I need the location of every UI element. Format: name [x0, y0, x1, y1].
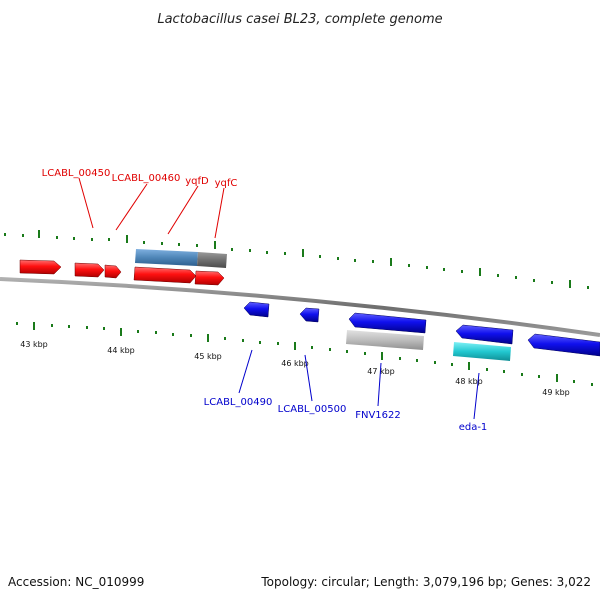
axis-label-44kbp: 44 kbp: [107, 346, 135, 355]
gene-yqfD-small-arrow[interactable]: [104, 264, 122, 279]
axis-label-46kbp: 46 kbp: [281, 359, 309, 368]
gene-label-yqfC[interactable]: yqfC: [215, 178, 238, 189]
reverse-tick-track: [16, 322, 593, 386]
reverse-genes: [243, 301, 600, 357]
gene-FNV1622-arrow[interactable]: [348, 312, 427, 334]
gene-label-LCABL_00450[interactable]: LCABL_00450: [42, 168, 111, 179]
genome-backbone: [0, 277, 600, 337]
gene-label-eda-1[interactable]: eda-1: [459, 422, 488, 433]
gene-label-LCABL_00500[interactable]: LCABL_00500: [278, 404, 347, 415]
gene-LCABL_00450-arrow[interactable]: [19, 259, 62, 275]
gene-label-LCABL_00460[interactable]: LCABL_00460: [112, 173, 181, 184]
topology-text: Topology: circular; Length: 3,079,196 bp…: [260, 575, 591, 589]
gene-LCABL_00460-arrow[interactable]: [74, 262, 105, 278]
gene-label-yqfD[interactable]: yqfD: [185, 176, 209, 187]
reverse-callout-lines: [238, 349, 480, 420]
forward-callout-lines: [78, 177, 225, 239]
gene-LCABL_00490-arrow[interactable]: [243, 301, 270, 318]
feature-block-lightgrey[interactable]: [346, 330, 424, 350]
axis-label-49kbp: 49 kbp: [542, 388, 570, 397]
feature-block-cyan[interactable]: [453, 342, 511, 361]
gene-label-LCABL_00490[interactable]: LCABL_00490: [204, 397, 273, 408]
feature-block-grey[interactable]: [197, 252, 227, 268]
axis-label-48kbp: 48 kbp: [455, 377, 483, 386]
gene-yqfD-arrow[interactable]: [133, 266, 197, 284]
map-title: Lactobacillus casei BL23, complete genom…: [157, 12, 442, 27]
gene-eda-1-arrow[interactable]: [455, 324, 514, 345]
gene-next-arrow[interactable]: [527, 333, 600, 357]
feature-block-steelblue[interactable]: [135, 249, 198, 266]
axis-label-47kbp: 47 kbp: [367, 367, 395, 376]
axis-label-43kbp: 43 kbp: [20, 340, 48, 349]
forward-genes: [19, 259, 225, 286]
gene-LCABL_00500-arrow[interactable]: [299, 307, 320, 323]
gene-label-FNV1622[interactable]: FNV1622: [355, 410, 401, 421]
forward-tick-track: [4, 230, 589, 289]
axis-label-45kbp: 45 kbp: [194, 352, 222, 361]
accession-text: Accession: NC_010999: [8, 575, 144, 589]
gene-yqfC-arrow[interactable]: [194, 270, 225, 286]
